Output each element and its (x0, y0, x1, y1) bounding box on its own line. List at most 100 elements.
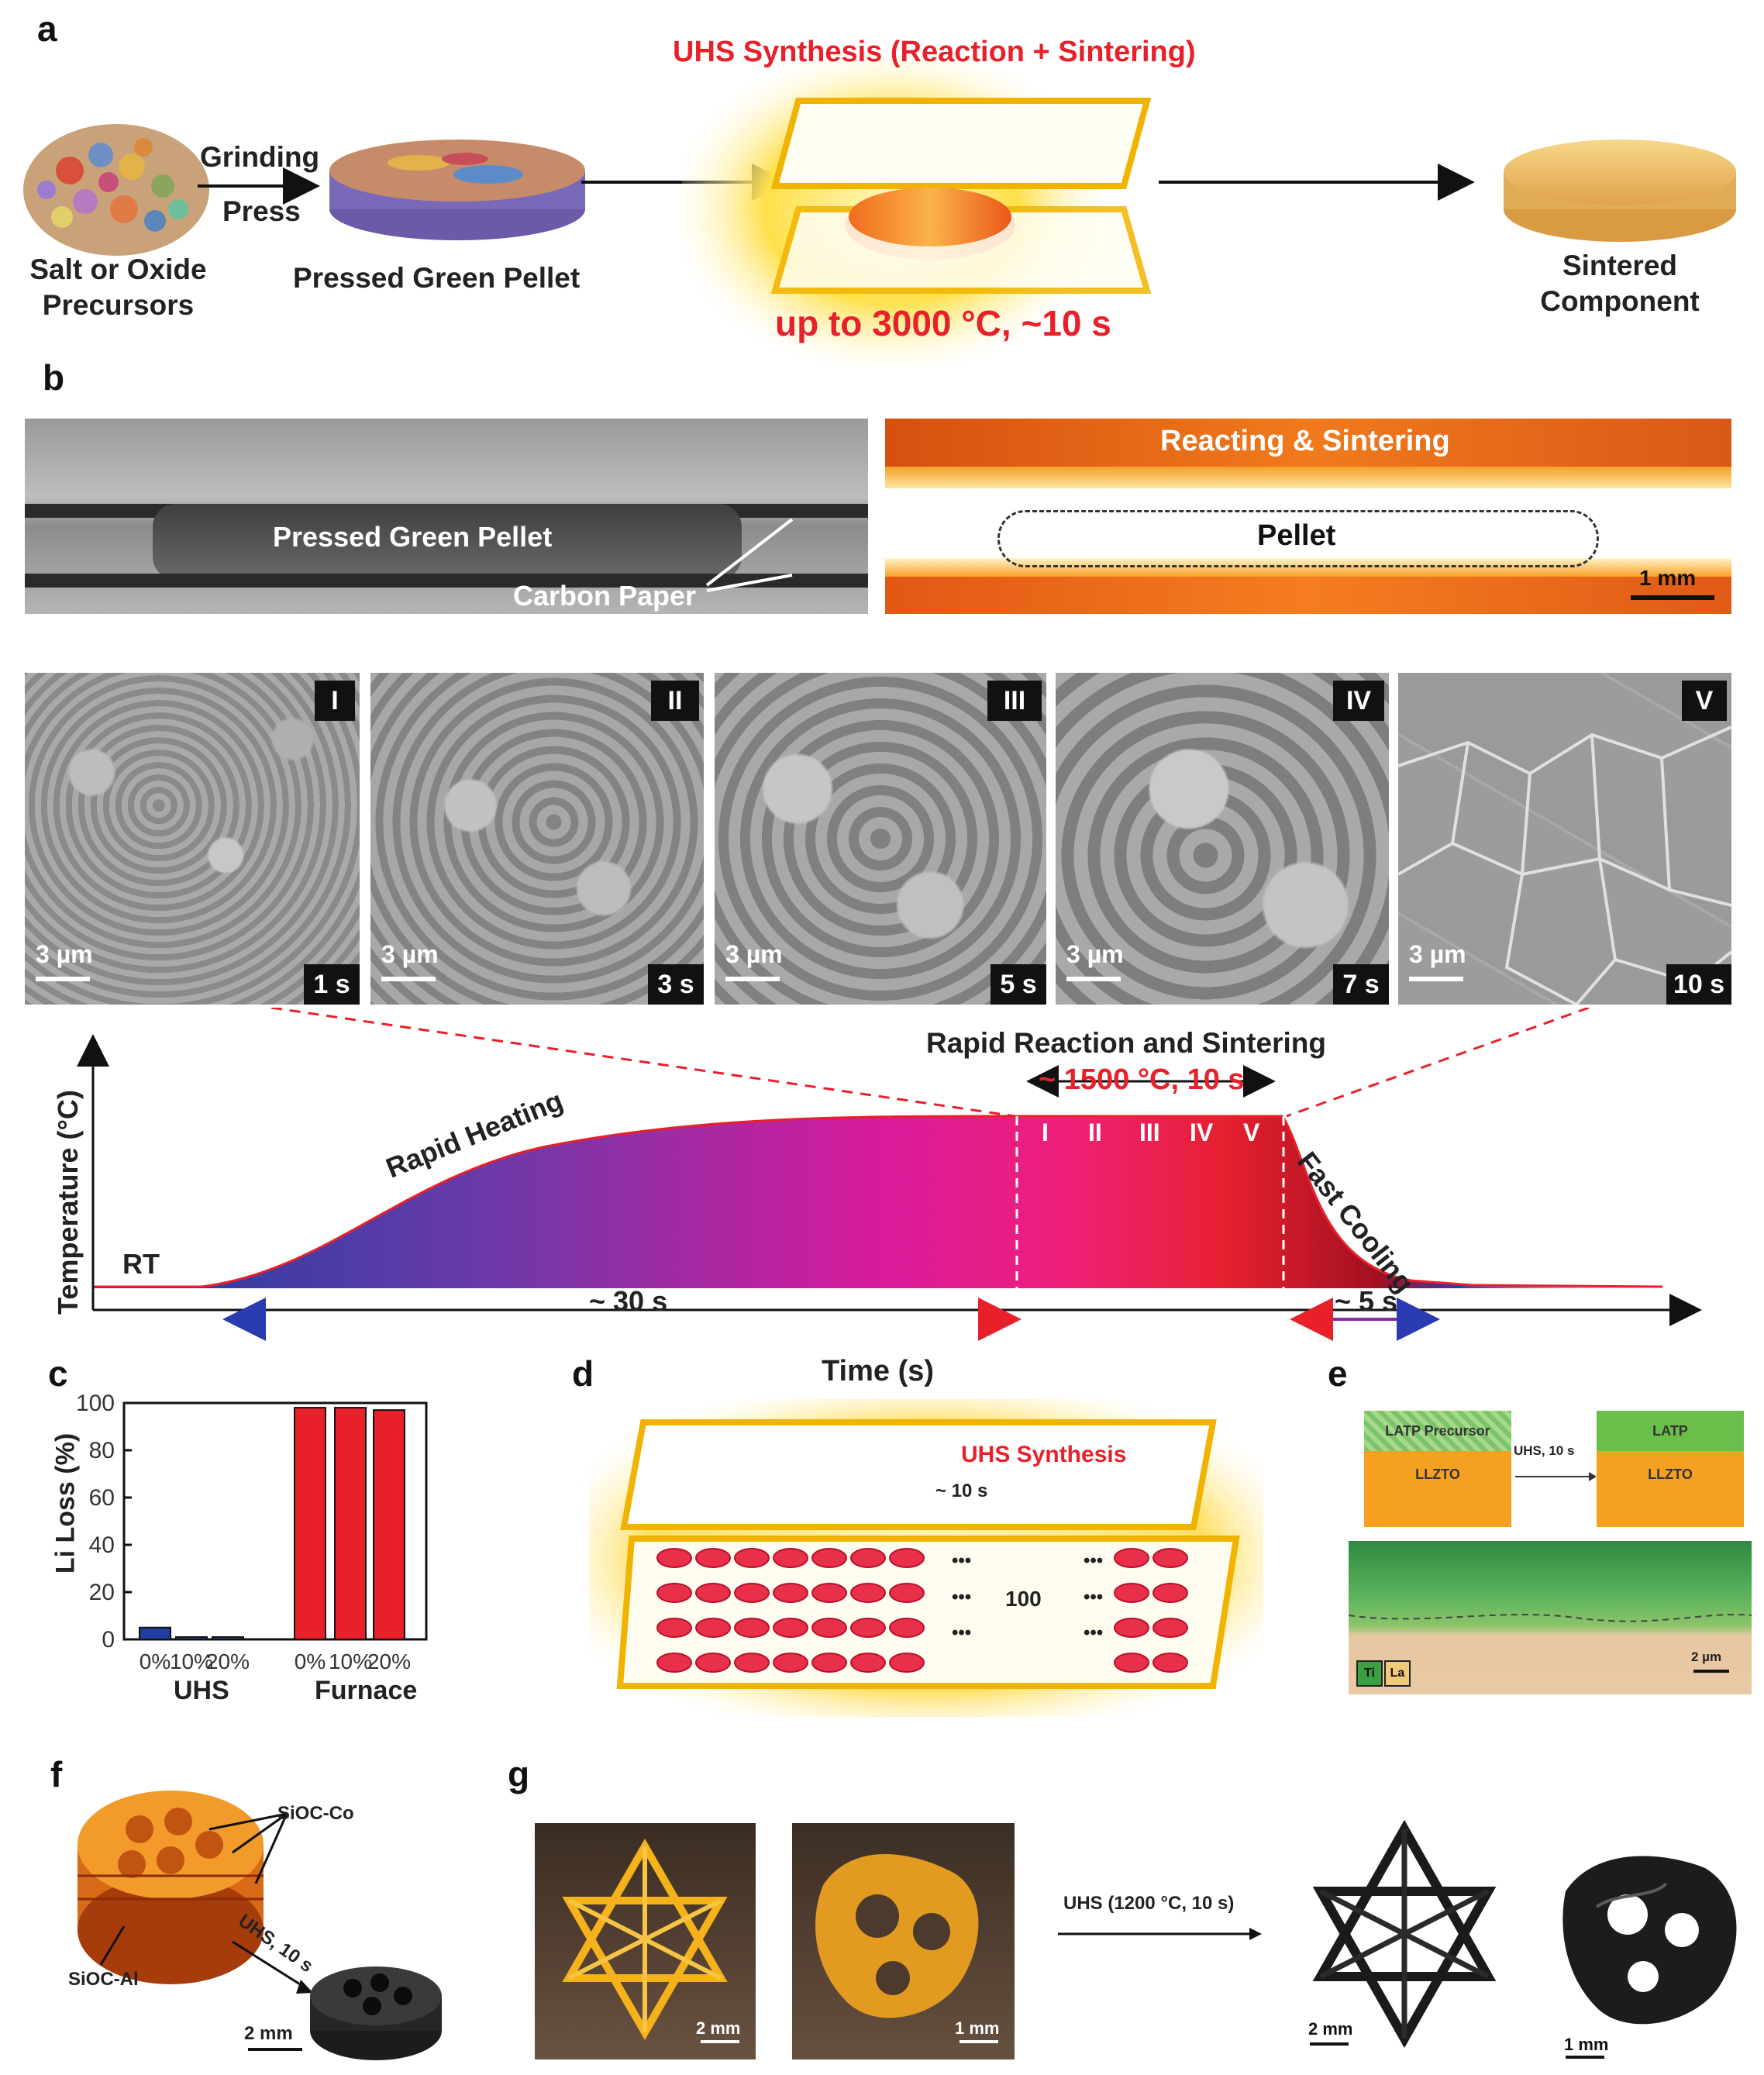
batch-ellipsis: ••• (1084, 1550, 1104, 1571)
chart-c-bar (212, 1636, 244, 1641)
uhs-heater-icon (682, 54, 1152, 364)
green-pellet-icon (329, 140, 585, 240)
photo-star-black: 2 mm (1294, 1814, 1515, 2062)
sem-scalebar (1066, 977, 1121, 981)
llzto-label-before: LLZTO (1415, 1467, 1460, 1482)
pellet-disc-icon (656, 1618, 692, 1638)
pellet-disc-icon (734, 1653, 770, 1673)
reacting-scalebar-label: 1 mm (1639, 566, 1697, 590)
photo-gyroid-orange: 1 mm (792, 1823, 1015, 2059)
pellet-disc-icon (1152, 1618, 1188, 1638)
sem-image-5: V 3 µm 10 s (1398, 673, 1731, 1005)
reacting-photo: Reacting & Sintering Pellet 1 mm (885, 419, 1731, 614)
pellet-disc-icon (773, 1618, 808, 1638)
sem-scalebar (1409, 977, 1463, 981)
legend-ti: Ti (1356, 1660, 1383, 1687)
eds-map: Ti La 2 µm (1349, 1541, 1752, 1694)
orange-lattice-icon (78, 1791, 264, 1984)
pellet-disc-icon (850, 1583, 886, 1603)
sem-image-2: II 3 µm 3 s (370, 673, 704, 1005)
legend-ti-label: Ti (1364, 1667, 1375, 1680)
hold-condition: ~ 1500 °C, 10 s (1039, 1063, 1245, 1096)
pellet-disc-icon (734, 1583, 770, 1603)
eds-scalebar (1693, 1670, 1729, 1673)
chart-c-ylabel: Li Loss (%) (50, 1432, 81, 1574)
sem-scalebar-label: 3 µm (725, 940, 783, 968)
reacting-title: Reacting & Sintering (1160, 425, 1450, 457)
sintered-label: Sintered Component (1519, 248, 1721, 319)
green-pellet-photo: Pressed Green Pellet Carbon Paper (25, 419, 868, 614)
pellet-disc-icon (1152, 1548, 1188, 1568)
orange-gyroid-icon (815, 1854, 979, 2018)
press-label: Press (222, 195, 301, 227)
cooling-duration: ~ 5 s (1335, 1285, 1398, 1317)
pellet-disc-icon (734, 1548, 770, 1568)
chart-c-ytick-label: 40 (89, 1532, 115, 1558)
llzto-label-after: LLZTO (1648, 1467, 1693, 1482)
bottom-heater-edge (885, 558, 1731, 577)
batch-ellipsis: ••• (952, 1622, 972, 1643)
chart-c-bar (139, 1626, 171, 1640)
chart-c-xtick-label: 20% (367, 1649, 411, 1673)
stage-label-ii: II (1088, 1119, 1102, 1146)
panel-label-e: e (1328, 1353, 1348, 1394)
sintered-component-icon (1504, 140, 1736, 242)
chart-c-group-furnace: Furnace (315, 1676, 418, 1705)
sem-scalebar (36, 977, 90, 981)
hold-title: Rapid Reaction and Sintering (926, 1027, 1326, 1059)
panel-a-graphic (23, 54, 1736, 364)
batch-count: 100 (1005, 1587, 1042, 1611)
pellet-disc-icon (1114, 1548, 1149, 1568)
pellet-disc-icon (656, 1548, 692, 1568)
panel-label-b: b (43, 357, 65, 398)
sem-image-4: IV 3 µm 7 s (1056, 673, 1389, 1005)
chart-c-ytick-label: 60 (89, 1485, 115, 1511)
conversion-arrow-label: UHS (1200 °C, 10 s) (1063, 1893, 1235, 1914)
pellet-disc-icon (889, 1618, 925, 1638)
heating-duration: ~ 30 s (589, 1285, 668, 1317)
uhs-title: UHS Synthesis (Reaction + Sintering) (673, 36, 1196, 68)
batch-ellipsis: ••• (952, 1550, 972, 1571)
pellet-disc-icon (850, 1618, 886, 1638)
precursor-label-line1: Salt or Oxide (29, 253, 207, 285)
pellet-disc-icon (695, 1548, 731, 1568)
sem-time-badge: 5 s (991, 964, 1046, 1005)
grinding-label: Grinding (200, 141, 320, 173)
pellet-outline-label: Pellet (1257, 519, 1336, 552)
chart-c-bar (294, 1407, 326, 1640)
pellet-outline (997, 510, 1599, 567)
latp-precursor-label: LATP Precursor (1385, 1423, 1490, 1439)
reacting-scalebar (1631, 595, 1714, 600)
interface-dashed-line (1349, 1613, 1752, 1622)
pellet-disc-icon (1114, 1653, 1149, 1673)
sem-scalebar (381, 977, 436, 981)
stage-label-i: I (1042, 1119, 1049, 1146)
photo-gyroid-black: 1 mm (1550, 1814, 1755, 2062)
green-pellet-label: Pressed Green Pellet (293, 262, 581, 294)
pellet-disc-icon (811, 1548, 847, 1568)
top-heater-glow (885, 419, 1731, 473)
photo-3-scalebar (1310, 2042, 1349, 2046)
batch-title: UHS Synthesis (961, 1442, 1127, 1467)
chart-c-xtick-label: 10% (329, 1649, 372, 1673)
pellet-disc-icon (1152, 1583, 1188, 1603)
sem-time-badge: 1 s (304, 964, 360, 1005)
pellet-disc-icon (811, 1618, 847, 1638)
pellet-disc-icon (734, 1618, 770, 1638)
profile-ylabel: Temperature (°C) (52, 1090, 84, 1315)
sem-scalebar-label: 3 µm (36, 940, 93, 968)
pellet-disc-icon (773, 1653, 808, 1673)
pellet-disc-icon (695, 1618, 731, 1638)
layer-arrow (1515, 1472, 1597, 1481)
green-pellet-photo-label: Pressed Green Pellet (273, 521, 553, 553)
chart-c-bar (373, 1409, 405, 1641)
eds-scalebar-label: 2 µm (1691, 1649, 1722, 1664)
chart-c-xtick-label: 0% (295, 1649, 326, 1673)
pellet-disc-icon (850, 1548, 886, 1568)
temperature-profile (77, 1008, 1702, 1341)
chart-c-ytick-label: 0 (102, 1627, 115, 1653)
layer-after: LATP LLZTO (1597, 1411, 1744, 1527)
pellet-disc-icon (889, 1583, 925, 1603)
legend-la-label: La (1390, 1667, 1405, 1680)
sem-stage-badge: V (1682, 681, 1727, 721)
